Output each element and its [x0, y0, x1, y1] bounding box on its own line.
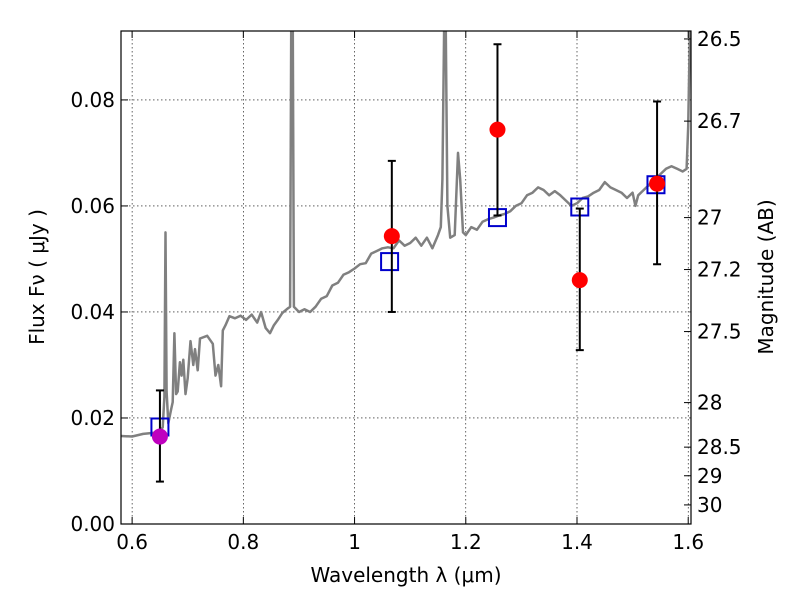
right-axis-title: Magnitude (AB) [754, 199, 778, 354]
right-tick-label: 28 [697, 391, 722, 415]
y-tick-label: 0.02 [70, 406, 115, 430]
ticks: 0.6 0.8 1 1.2 1.4 1.6 0.00 0.02 0.04 0.06 0.08 26.5… [70, 27, 741, 554]
y-tick-label: 0.04 [70, 300, 115, 324]
right-tick-label: 28.5 [697, 435, 742, 459]
model-photometry-square [380, 252, 400, 272]
x-tick-label: 1 [348, 530, 361, 554]
plot-frame [120, 30, 692, 525]
x-tick-label: 0.6 [116, 530, 148, 554]
x-axis-title: Wavelength λ (μm) [310, 563, 501, 587]
observed-point [571, 272, 588, 289]
observed-point [649, 175, 666, 192]
right-tick-label: 29 [697, 464, 722, 488]
observed-point [151, 428, 168, 445]
x-tick-label: 1.4 [561, 530, 593, 554]
observed-point [489, 121, 506, 138]
model-spectrum-line [121, 31, 691, 438]
x-tick-label: 1.2 [450, 530, 482, 554]
right-tick-label: 27.2 [697, 258, 742, 282]
right-tick-label: 26.5 [697, 27, 742, 51]
grid [121, 31, 691, 524]
x-tick-label: 1.6 [672, 530, 704, 554]
right-tick-label: 26.7 [697, 109, 742, 133]
y-tick-label: 0.00 [70, 512, 115, 536]
x-tick-label: 0.8 [227, 530, 259, 554]
right-tick-label: 27 [697, 206, 722, 230]
y-tick-label: 0.06 [70, 194, 115, 218]
right-tick-label: 30 [697, 493, 722, 517]
y-tick-label: 0.08 [70, 88, 115, 112]
y-axis-title: Flux Fν ( μJy ) [25, 209, 49, 345]
observed-point [383, 228, 400, 245]
right-tick-label: 27.5 [697, 320, 742, 344]
plot-area [121, 31, 691, 483]
